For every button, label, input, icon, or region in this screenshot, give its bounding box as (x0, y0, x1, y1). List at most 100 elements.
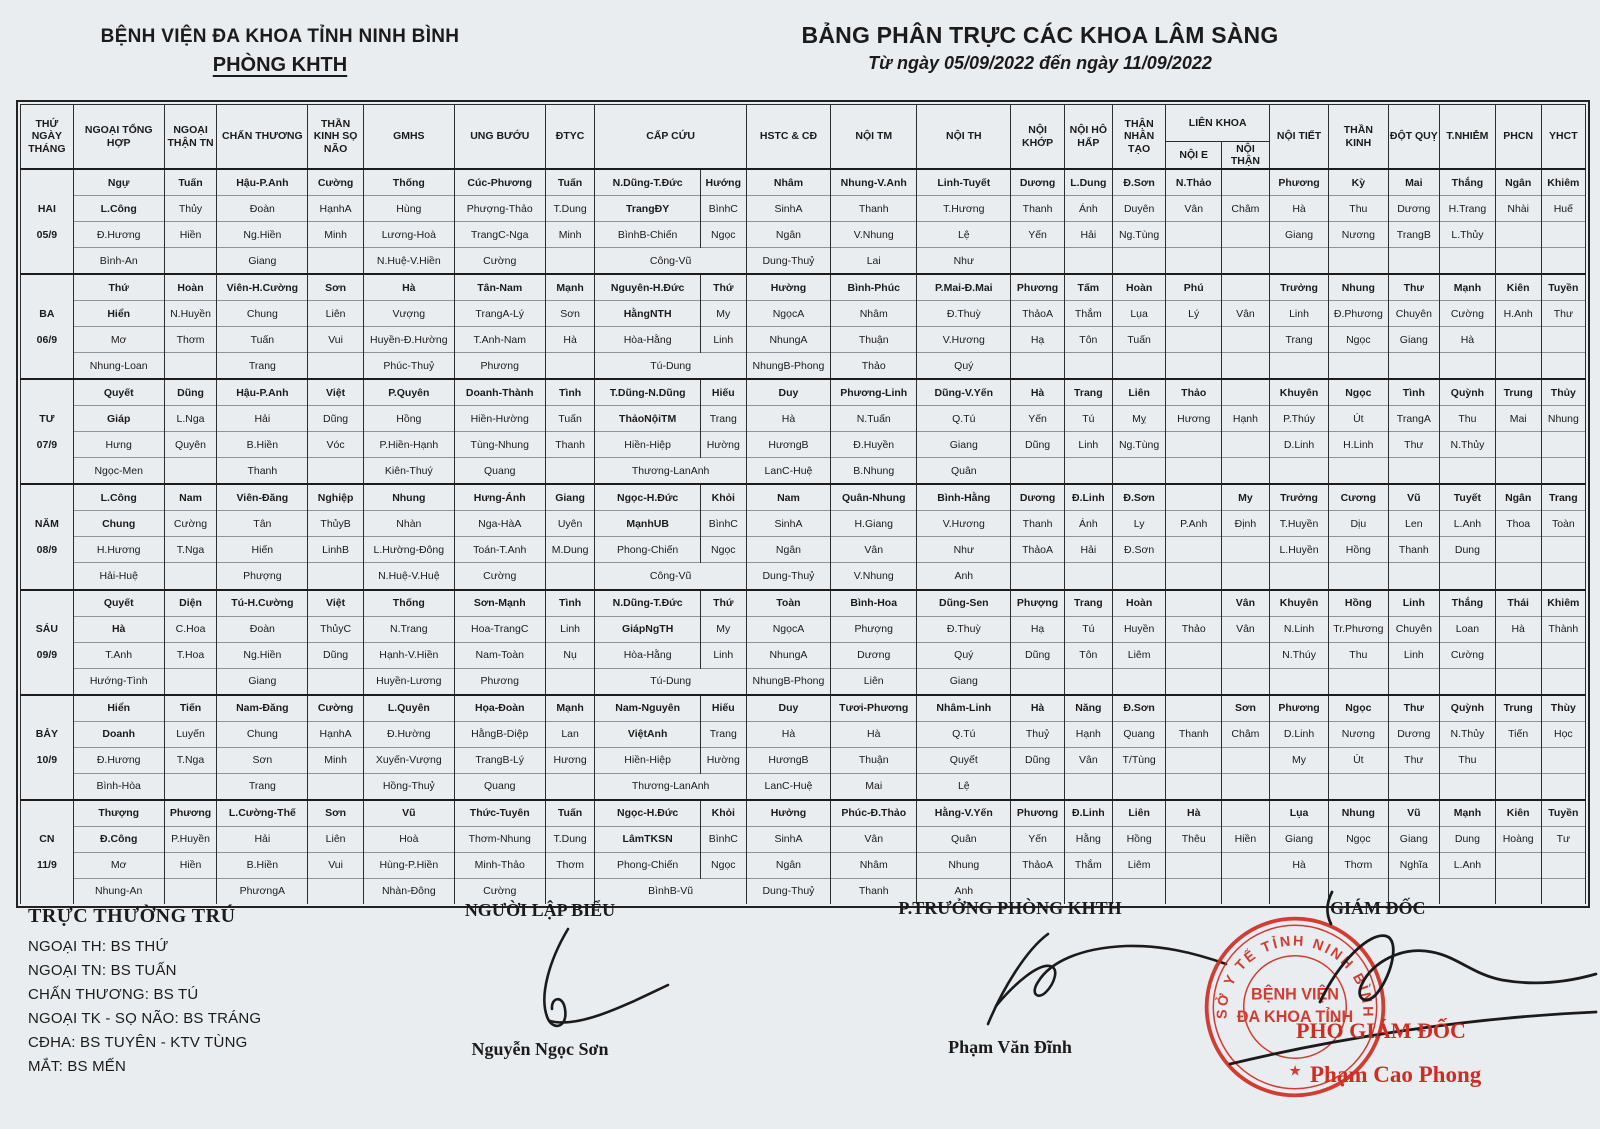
duty-cell: Thức-Tuyên (453, 798, 546, 827)
duty-table-body: HAI 05/9 Ngự Tuấn Hậu-P.Anh Cường Thống Cúc-Phư… (20, 167, 1587, 904)
duty-cell: L.Hường-Đông (362, 536, 455, 563)
duty-cell: Dương (1010, 168, 1065, 196)
duty-cell: Hải-Huệ (72, 562, 165, 590)
duty-cell: Hạ (1010, 615, 1065, 643)
duty-cell: Hiếu (699, 693, 747, 722)
duty-cell: Họa-Đoàn (453, 693, 546, 722)
duty-cell: H.Anh (1494, 300, 1542, 327)
duty-cell: Hồng (1328, 588, 1389, 617)
duty-cell (1221, 641, 1270, 669)
duty-cell: Nam-Toàn (453, 641, 546, 669)
duty-cell: Dương (1010, 483, 1065, 511)
duty-cell (1165, 326, 1222, 353)
duty-cell: Phương (1268, 168, 1330, 196)
duty-cell (1111, 877, 1167, 904)
duty-cell (307, 877, 364, 904)
duty-cell: Bình-Hoa (830, 588, 918, 617)
duty-cell: Huyền-Đ.Hường (362, 326, 455, 353)
duty-cell: Hiền-Hiệp (594, 431, 701, 458)
duty-cell (1165, 221, 1222, 248)
duty-cell: NgọcA (745, 300, 832, 327)
duty-cell: Bình-Hằng (916, 483, 1012, 511)
duty-cell (1328, 457, 1389, 485)
duty-cell: Hoà (362, 825, 455, 853)
day-cell: TƯ 07/9 (20, 378, 74, 485)
duty-row: Đ.Hương T.Nga Sơn Minh Xuyến-Vượng TrangB-Lý H… (21, 746, 1587, 774)
duty-cell: Liên (1111, 798, 1167, 827)
duty-cell (1010, 247, 1065, 275)
duty-cell (1165, 851, 1222, 879)
duty-cell (1439, 247, 1496, 275)
duty-cell: Thủy (163, 195, 218, 222)
duty-cell: Dũng (1010, 431, 1065, 458)
duty-cell: Hiền (163, 221, 218, 248)
deputy-head-title: P.TRƯỞNG PHÒNG KHTH (898, 898, 1122, 918)
duty-cell: Đ.Sơn (1111, 168, 1167, 196)
duty-cell: Dung-Thuỷ (745, 247, 832, 275)
duty-cell: Vân (830, 825, 918, 853)
duty-cell: Đ.Linh (1063, 798, 1113, 827)
duty-cell (1328, 877, 1389, 904)
duty-cell: T.Anh-Nam (453, 326, 546, 353)
duty-cell: V.Hương (916, 510, 1012, 537)
duty-cell: Phương (453, 667, 546, 695)
duty-cell (1010, 562, 1065, 590)
duty-cell: T.Huyền (1268, 510, 1330, 537)
duty-cell (307, 247, 364, 275)
duty-cell: Hải (216, 825, 309, 853)
duty-cell: L.Cường-Thế (216, 798, 309, 827)
duty-cell: ThảoNộiTM (594, 405, 701, 432)
duty-cell (1165, 536, 1222, 563)
duty-cell: Nhâm (830, 851, 918, 879)
duty-cell: Quyết (916, 746, 1012, 774)
duty-cell: Hà (830, 720, 918, 748)
duty-cell: Nghiệp (307, 483, 364, 511)
duty-cell: NhungB-Phong (745, 352, 832, 380)
duty-cell: Doanh (72, 720, 165, 748)
duty-cell: ThảoA (1010, 536, 1065, 563)
duty-cell: LanC-Huệ (745, 457, 832, 485)
resident-line: NGOẠI TH: BS THỨ (28, 938, 169, 955)
deputy-director-name: Phạm Cao Phong (1310, 1062, 1482, 1087)
duty-cell: Ng.Hiền (216, 221, 309, 248)
duty-cell: Nguyên-H.Đức (594, 273, 701, 301)
duty-cell: Hà (362, 273, 455, 301)
duty-cell: Nhung-V.Anh (830, 168, 918, 196)
duty-cell (1010, 457, 1065, 485)
duty-cell: Ngân (1494, 483, 1542, 511)
duty-cell (1540, 457, 1587, 485)
duty-cell: HạnhA (307, 195, 364, 222)
duty-cell: Cường (1439, 300, 1496, 327)
duty-cell (1111, 247, 1167, 275)
duty-cell: BìnhC (699, 510, 747, 537)
duty-cell: Linh (544, 615, 596, 643)
duty-cell: V.Hương (916, 326, 1012, 353)
duty-row: Doanh Luyến Chung HạnhA Đ.Hường HằngB-Diệp Lan… (21, 720, 1587, 748)
duty-cell: H.Giang (830, 510, 918, 537)
duty-cell: Sơn-Mạnh (453, 588, 546, 617)
duty-cell: N.Tuấn (830, 405, 918, 432)
duty-table-wrapper: THỨ NGÀY THÁNG NGOẠI TỔNG HỢP NGOẠI THẬN… (16, 100, 1590, 908)
duty-cell: Toàn (1540, 510, 1587, 537)
duty-cell: Trưởng (1268, 273, 1330, 301)
duty-cell: Tùng-Nhung (453, 431, 546, 458)
duty-cell (1111, 352, 1167, 380)
duty-cell: N.Linh (1268, 615, 1330, 643)
duty-row: Đ.Hương Hiền Ng.Hiền Minh Lương-Hoà TrangC-Ng… (21, 221, 1587, 248)
duty-cell: Thơm-Nhung (453, 825, 546, 853)
org-header: BỆNH VIỆN ĐA KHOA TỈNH NINH BÌNH PHÒNG K… (60, 26, 500, 77)
duty-cell: Vân (830, 536, 918, 563)
duty-cell: Hà (1010, 378, 1065, 406)
duty-cell: Dũng (1010, 746, 1065, 774)
duty-cell (1063, 247, 1113, 275)
duty-cell: Sơn (544, 300, 596, 327)
duty-cell: Thứ (72, 273, 165, 301)
duty-cell (1165, 247, 1222, 275)
duty-cell: T.Nga (163, 536, 218, 563)
duty-cell: Tôn (1063, 641, 1113, 669)
duty-cell: Hiền (163, 851, 218, 879)
duty-cell: TrangA-Lý (453, 300, 546, 327)
duty-cell (1063, 772, 1113, 800)
duty-cell (1221, 168, 1270, 196)
